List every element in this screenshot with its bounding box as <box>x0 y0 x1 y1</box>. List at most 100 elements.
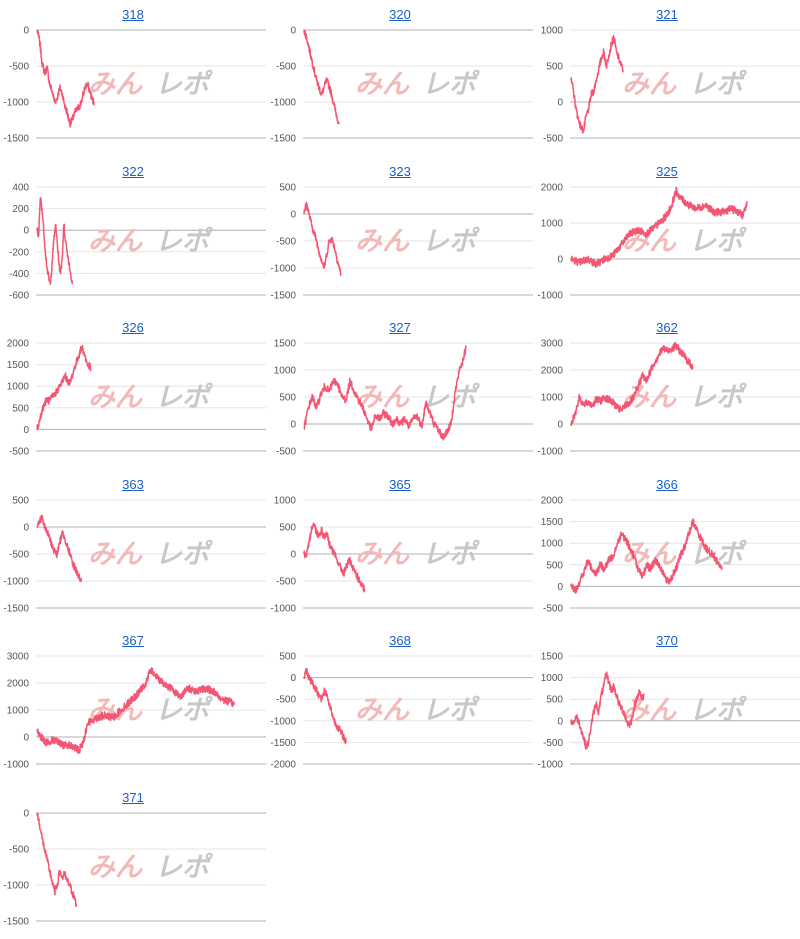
y-tick-label: 1000 <box>7 706 30 717</box>
chart-card: 322 400 200 0 -200 -400 -600 みん レポ <box>0 157 266 313</box>
chart-title-link[interactable]: 370 <box>656 633 678 648</box>
chart-title-link[interactable]: 326 <box>122 320 144 335</box>
chart-title-link[interactable]: 362 <box>656 320 678 335</box>
y-tick-label: 500 <box>546 695 563 706</box>
series-line <box>570 671 645 750</box>
y-tick-label: -1500 <box>270 738 296 749</box>
chart-title-link[interactable]: 320 <box>389 7 411 22</box>
watermark-text-a: みん <box>622 69 677 100</box>
chart-title-link[interactable]: 365 <box>389 477 411 492</box>
series-line <box>303 29 341 125</box>
watermark-logo: みん レポ <box>355 69 480 100</box>
y-tick-label: -500 <box>276 577 296 588</box>
y-tick-label: -1000 <box>270 716 296 727</box>
y-tick-label: -500 <box>543 134 563 145</box>
chart-title-link[interactable]: 318 <box>122 7 144 22</box>
y-tick-label: 0 <box>23 226 29 237</box>
y-tick-label: 0 <box>23 425 29 436</box>
y-tick-label: -500 <box>276 237 296 248</box>
chart-card: 371 0 -500 -1000 -1500 みん レポ <box>0 783 266 939</box>
chart-plot: 500 0 -500 -1000 -1500 みん レポ <box>270 183 533 302</box>
chart-title-link[interactable]: 366 <box>656 477 678 492</box>
watermark-logo: みん レポ <box>88 539 213 570</box>
chart-card: 370 1500 1000 500 0 -500 -1000 みん レポ <box>534 626 800 782</box>
chart-card: 362 3000 2000 1000 0 -1000 みん レポ <box>534 313 800 469</box>
chart-plot: 400 200 0 -200 -400 -600 みん レポ <box>9 183 266 302</box>
y-tick-label: 0 <box>290 26 296 37</box>
y-tick-label: 0 <box>290 210 296 221</box>
series-line <box>303 344 467 441</box>
chart-card: 321 1000 500 0 -500 みん レポ <box>534 0 800 156</box>
chart-plot: 500 0 -500 -1000 -1500 -2000 みん レポ <box>270 652 533 771</box>
series-line <box>303 201 342 276</box>
watermark-text-b: レポ <box>422 695 480 726</box>
y-tick-label: -1000 <box>270 604 296 615</box>
chart-title-link[interactable]: 322 <box>122 164 144 179</box>
y-tick-label: -1000 <box>270 264 296 275</box>
y-tick-label: 1000 <box>541 219 564 230</box>
y-tick-label: -1000 <box>537 291 563 302</box>
y-tick-label: 1000 <box>7 382 30 393</box>
watermark-logo: みん レポ <box>88 382 213 413</box>
y-tick-label: -400 <box>9 269 29 280</box>
y-tick-label: 0 <box>290 550 296 561</box>
y-tick-label: -1000 <box>537 447 563 458</box>
series-line <box>570 341 694 427</box>
y-tick-label: -1000 <box>3 760 29 771</box>
watermark-text-b: レポ <box>422 69 480 100</box>
watermark-text-b: レポ <box>155 382 213 413</box>
chart-plot: 1000 500 0 -500 みん レポ <box>541 26 800 145</box>
series-line <box>303 667 347 745</box>
y-tick-label: -1000 <box>270 98 296 109</box>
chart-card: 368 500 0 -500 -1000 -1500 -2000 みん レポ <box>267 626 533 782</box>
y-tick-label: -1000 <box>3 881 29 892</box>
y-tick-label: -2000 <box>270 760 296 771</box>
y-tick-label: -600 <box>9 291 29 302</box>
y-tick-label: -500 <box>276 447 296 458</box>
chart-card: 367 3000 2000 1000 0 -1000 みん レポ <box>0 626 266 782</box>
chart-title-link[interactable]: 321 <box>656 7 678 22</box>
chart-title-link[interactable]: 323 <box>389 164 411 179</box>
y-tick-label: -500 <box>543 604 563 615</box>
chart-card: 363 500 0 -500 -1000 -1500 みん レポ <box>0 470 266 626</box>
y-tick-label: -500 <box>9 62 29 73</box>
chart-plot: 2000 1500 1000 500 0 -500 みん レポ <box>7 339 266 458</box>
y-tick-label: -1000 <box>537 760 563 771</box>
chart-card: 323 500 0 -500 -1000 -1500 みん レポ <box>267 157 533 313</box>
y-tick-label: -1500 <box>3 604 29 615</box>
chart-title-link[interactable]: 367 <box>122 633 144 648</box>
y-tick-label: 500 <box>546 62 563 73</box>
y-tick-label: -500 <box>543 738 563 749</box>
y-tick-label: 500 <box>279 183 296 194</box>
y-tick-label: -500 <box>9 845 29 856</box>
y-tick-label: -1500 <box>3 134 29 145</box>
chart-title-link[interactable]: 325 <box>656 164 678 179</box>
y-tick-label: -1000 <box>3 577 29 588</box>
series-line <box>303 522 366 593</box>
watermark-logo: みん レポ <box>622 69 747 100</box>
chart-title-link[interactable]: 368 <box>389 633 411 648</box>
y-tick-label: 0 <box>557 255 563 266</box>
y-tick-label: 500 <box>279 523 296 534</box>
series-line <box>570 34 624 134</box>
y-tick-label: 200 <box>12 204 29 215</box>
series-line <box>36 29 95 128</box>
chart-card: 325 2000 1000 0 -1000 みん レポ <box>534 157 800 313</box>
watermark-logo: みん レポ <box>88 852 213 883</box>
y-tick-label: 500 <box>279 393 296 404</box>
chart-title-link[interactable]: 371 <box>122 790 144 805</box>
chart-title-link[interactable]: 327 <box>389 320 411 335</box>
watermark-text-b: レポ <box>155 695 213 726</box>
watermark-text-a: みん <box>88 69 143 100</box>
watermark-text-a: みん <box>355 695 410 726</box>
chart-title-link[interactable]: 363 <box>122 477 144 492</box>
y-tick-label: 2000 <box>541 496 564 507</box>
y-tick-label: 2000 <box>541 183 564 194</box>
y-tick-label: 0 <box>23 26 29 37</box>
chart-plot: 0 -500 -1000 -1500 みん レポ <box>3 26 266 145</box>
watermark-text-a: みん <box>355 226 410 257</box>
